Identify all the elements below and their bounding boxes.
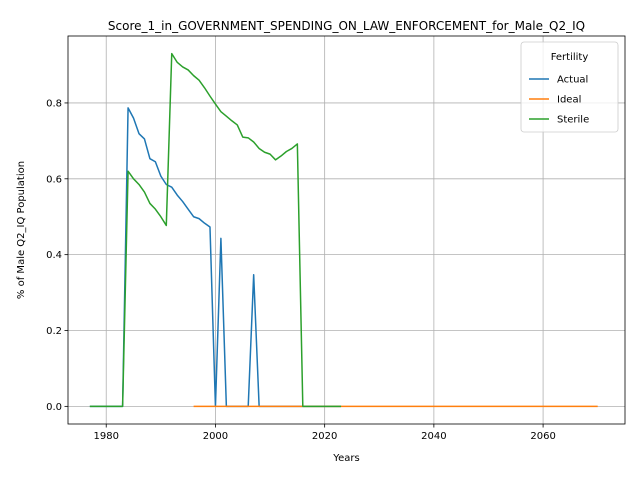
x-axis-label: Years <box>332 453 359 464</box>
legend-label-sterile: Sterile <box>557 115 589 126</box>
legend-label-ideal: Ideal <box>557 95 581 106</box>
y-axis-label: % of Male Q2_IQ Population <box>16 161 27 299</box>
chart-title: Score_1_in_GOVERNMENT_SPENDING_ON_LAW_EN… <box>108 19 585 33</box>
legend-label-actual: Actual <box>557 75 588 86</box>
y-tick-label: 0.2 <box>46 326 62 337</box>
y-tick-label: 0.8 <box>46 98 62 109</box>
y-tick-label: 0.0 <box>46 402 62 413</box>
x-tick-label: 1980 <box>93 431 118 442</box>
legend-title: Fertility <box>551 52 589 63</box>
x-tick-label: 2040 <box>421 431 446 442</box>
x-tick-label: 2000 <box>203 431 228 442</box>
x-tick-label: 2020 <box>312 431 337 442</box>
legend: Fertility Actual Ideal Sterile <box>521 42 618 132</box>
y-tick-label: 0.4 <box>46 250 62 261</box>
x-tick-label: 2060 <box>530 431 555 442</box>
y-tick-label: 0.6 <box>46 174 62 185</box>
